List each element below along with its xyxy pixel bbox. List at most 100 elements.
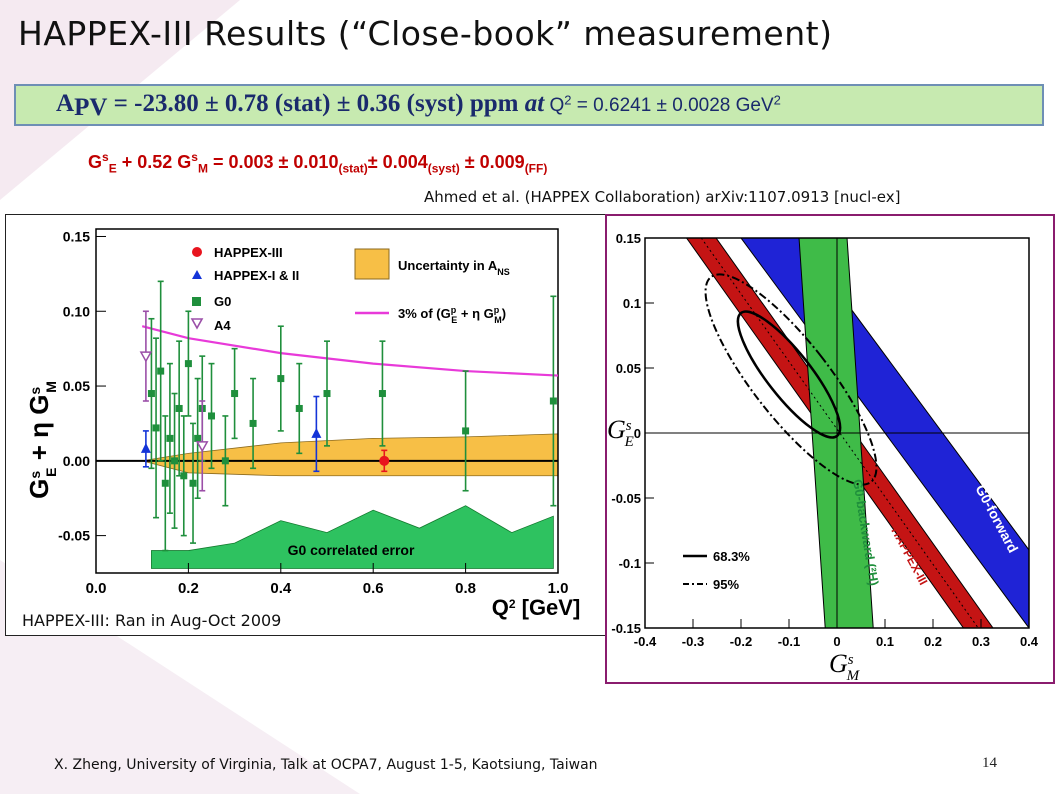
data-point-g0 — [462, 427, 470, 435]
data-point-g0 — [194, 434, 202, 442]
apv-at: at — [524, 90, 545, 117]
apv-result-box: APV = -23.80 ± 0.78 (stat) ± 0.36 (syst)… — [14, 84, 1044, 126]
x-tick-label: 0 — [833, 634, 840, 649]
legend: 68.3% 95% — [683, 549, 750, 592]
eq-sub: (syst) — [427, 161, 460, 176]
x-tick-label: 0.2 — [924, 634, 942, 649]
q2-sup: 2 — [564, 92, 572, 108]
data-point-g0 — [180, 472, 188, 480]
data-point-g0 — [323, 390, 331, 398]
y-axis-label: GsE + η GsM — [24, 381, 59, 499]
data-point-happex12 — [140, 442, 151, 453]
data-point-g0 — [152, 424, 160, 432]
data-point-g0 — [189, 479, 197, 487]
data-point-g0 — [277, 375, 285, 383]
uncertainty-band-layer — [142, 433, 559, 477]
apv-symbol: A — [56, 90, 75, 117]
legend-marker-a4 — [190, 318, 204, 330]
x-tick-label: 1.0 — [548, 580, 569, 597]
x-tick-label: 0.3 — [972, 634, 990, 649]
eq-sup: s — [102, 150, 109, 164]
curve-layer — [141, 325, 559, 377]
page-number: 14 — [982, 755, 997, 771]
x-tick-label: 0.1 — [876, 634, 894, 649]
data-point-g0 — [231, 390, 239, 398]
y-tick-label: 0 — [634, 426, 641, 441]
data-point-g0 — [161, 479, 169, 487]
x-tick-label: -0.4 — [634, 634, 657, 649]
data-point-g0 — [549, 397, 557, 405]
x-axis-label: Gs M — [829, 649, 861, 682]
eq-sub: (stat) — [338, 161, 368, 176]
legend-label: 68.3% — [713, 549, 750, 564]
x-tick-label: 0.8 — [455, 580, 476, 597]
y-tick-label: 0.15 — [63, 228, 90, 244]
eq-part: ± 0.009 — [459, 152, 525, 172]
x-tick-label: 0.0 — [86, 580, 107, 597]
x-axis-label: Q2 [GeV] — [492, 595, 581, 620]
legend-label: A4 — [214, 318, 231, 333]
data-point-a4 — [195, 441, 209, 453]
data-point-happex3 — [379, 455, 390, 466]
legend-label: 95% — [713, 577, 739, 592]
slide-title: HAPPEX-III Results (“Close-book” measure… — [18, 14, 833, 53]
eq-sub: (FF) — [524, 161, 548, 176]
data-point-g0 — [249, 419, 257, 427]
legend: HAPPEX-III HAPPEX-I & II G0 A4 Uncertain… — [190, 245, 510, 333]
x-tick-label: -0.1 — [778, 634, 800, 649]
x-tick-label: -0.2 — [730, 634, 752, 649]
data-point-g0 — [221, 457, 229, 465]
eq-sup: s — [191, 150, 198, 164]
y-tick-label: -0.05 — [58, 528, 90, 544]
legend-curve-label: 3% of (Gp E + η Gp M) — [398, 305, 506, 325]
correlated-error-area — [151, 505, 554, 569]
legend-marker-happex3 — [192, 247, 202, 257]
y-tick-label: 0.00 — [63, 453, 90, 469]
legend-label: HAPPEX-I & II — [214, 268, 299, 283]
eq-part: ± 0.004 — [367, 152, 428, 172]
gev-sup: 2 — [773, 92, 781, 108]
y-tick-label: -0.15 — [611, 621, 641, 636]
eq-part: + 0.52 G — [116, 152, 192, 172]
data-point-g0 — [184, 360, 192, 368]
footer-text: X. Zheng, University of Virginia, Talk a… — [54, 757, 598, 773]
legend-label: G0 — [214, 294, 231, 309]
y-tick-label: -0.1 — [619, 556, 641, 571]
y-tick-label: -0.05 — [611, 491, 641, 506]
x-tick-label: -0.3 — [682, 634, 704, 649]
legend-marker-happex12 — [192, 270, 202, 279]
legend-band-label: Uncertainty in ANS — [398, 258, 510, 277]
contour-95 — [704, 273, 878, 486]
uncertainty-band — [142, 433, 559, 477]
apv-subscript: PV — [74, 94, 108, 122]
legend-label: HAPPEX-III — [214, 245, 283, 260]
x-tick-label: 0.4 — [1020, 634, 1039, 649]
correlated-error-layer — [151, 505, 554, 569]
data-point-g0 — [378, 390, 386, 398]
data-point-g0 — [157, 367, 165, 375]
world-data-plot: GsE + η GsM G0 correlated error 0.0 0.2 0.… — [5, 214, 606, 636]
data-point-g0 — [175, 404, 183, 412]
q2-value: = 0.6241 ± 0.0028 GeV — [571, 95, 774, 116]
legend-band-swatch — [354, 248, 390, 280]
data-point-happex12 — [311, 427, 322, 438]
data-point-g0 — [166, 434, 174, 442]
constraint-bands-layer — [685, 238, 1029, 628]
gs-constraint-plot: -0.4 -0.3 -0.2 -0.1 0 0.1 0.2 0.3 0.4 -0.15 -0.1 -0… — [605, 214, 1055, 684]
points-layer — [139, 280, 557, 552]
x-tick-label: 0.2 — [178, 580, 199, 597]
data-point-g0 — [147, 390, 155, 398]
data-point-g0 — [208, 412, 215, 420]
world-data-svg: GsE + η GsM G0 correlated error 0.0 0.2 0.… — [22, 228, 581, 630]
x-tick-label: 0.4 — [270, 580, 292, 597]
apv-value: = -23.80 ± 0.78 (stat) ± 0.36 (syst) ppm — [107, 90, 525, 117]
gs-constraint-svg: -0.4 -0.3 -0.2 -0.1 0 0.1 0.2 0.3 0.4 -0.15 -0.1 -0… — [607, 231, 1039, 684]
x-tick-label: 0.6 — [363, 580, 384, 597]
eq-part: = 0.003 ± 0.010 — [207, 152, 339, 172]
axes-layer: 0.0 0.2 0.4 0.6 0.8 1.0 -0.05 0.00 0.05 0.10 0.15 — [58, 228, 568, 597]
apv-result: APV = -23.80 ± 0.78 (stat) ± 0.36 (syst)… — [56, 90, 781, 122]
y-tick-label: 0.15 — [616, 231, 641, 246]
correlated-error-label: G0 correlated error — [288, 542, 415, 558]
strangeness-result-equation: GsE + 0.52 GsM = 0.003 ± 0.010(stat)± 0.… — [88, 150, 547, 176]
y-tick-label: 0.05 — [63, 378, 90, 394]
